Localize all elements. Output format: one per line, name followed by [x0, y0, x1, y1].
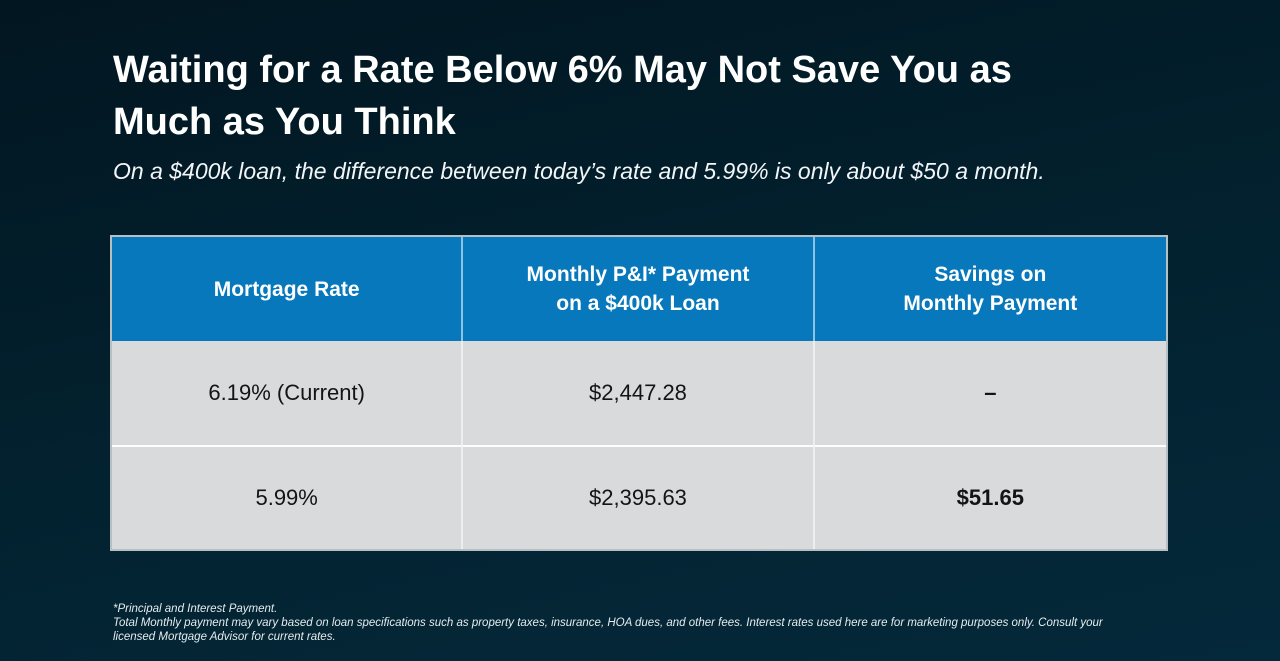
footnote-line-3: licensed Mortgage Advisor for current ra…: [113, 630, 336, 643]
header-label-line: Monthly P&I* Payment: [526, 263, 750, 286]
cell-payment-599: $2,395.63: [463, 445, 815, 549]
header-label-line: Savings on: [934, 263, 1047, 286]
subtitle: On a $400k loan, the difference between …: [113, 158, 1045, 184]
cell-value: 6.19% (Current): [208, 380, 365, 405]
footnote: *Principal and Interest Payment. Total M…: [113, 603, 1173, 644]
cell-value: $2,447.28: [589, 380, 687, 405]
title-line-2: Much as You Think: [113, 101, 456, 143]
footnote-line-1: *Principal and Interest Payment.: [113, 603, 278, 615]
title-line-1: Waiting for a Rate Below 6% May Not Save…: [113, 49, 1012, 91]
cell-rate-current: 6.19% (Current): [112, 341, 464, 445]
cell-savings-599: $51.65: [814, 445, 1166, 549]
column-header-savings: Savings on Monthly Payment: [814, 237, 1166, 341]
column-header-monthly-payment: Monthly P&I* Payment on a $400k Loan: [463, 237, 815, 341]
cell-value: $2,395.63: [589, 485, 687, 510]
cell-value: –: [984, 380, 997, 405]
header-label-line: Mortgage Rate: [213, 277, 360, 301]
column-header-mortgage-rate: Mortgage Rate: [112, 237, 464, 341]
header-label-line: on a $400k Loan: [556, 292, 720, 315]
cell-rate-599: 5.99%: [112, 445, 464, 549]
cell-value: $51.65: [956, 485, 1024, 510]
footnote-line-2: Total Monthly payment may vary based on …: [113, 616, 1103, 629]
cell-savings-current: –: [814, 341, 1166, 445]
page-title: Waiting for a Rate Below 6% May Not Save…: [113, 44, 1012, 148]
rate-comparison-table: Mortgage Rate Monthly P&I* Payment on a …: [110, 235, 1168, 551]
cell-payment-current: $2,447.28: [463, 341, 815, 445]
cell-value: 5.99%: [255, 485, 318, 510]
header-label-line: Monthly Payment: [903, 292, 1078, 315]
